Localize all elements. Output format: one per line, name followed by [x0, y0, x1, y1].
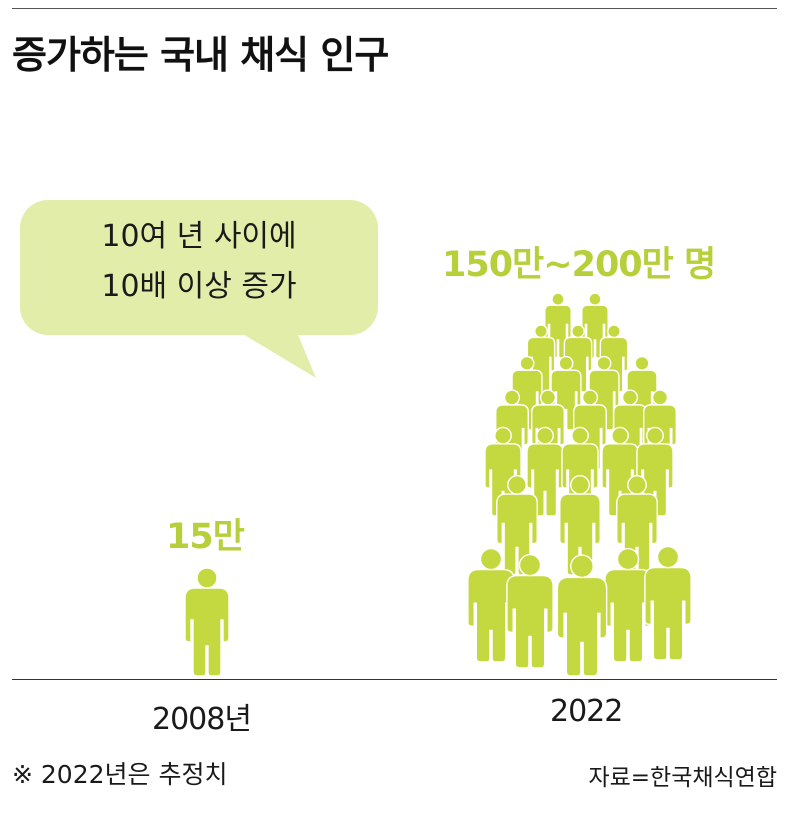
category-label-2008: 2008년	[152, 702, 252, 737]
speech-bubble-text: 10여 년 사이에 10배 이상 증가	[20, 212, 378, 312]
top-rule	[12, 8, 777, 9]
person-figure-2022	[506, 553, 554, 669]
person-figure-2008	[184, 567, 230, 677]
person-figure-2022	[556, 554, 608, 677]
source-credit: 자료=한국채식연합	[588, 765, 777, 791]
speech-bubble	[20, 200, 378, 335]
chart-title: 증가하는 국내 채식 인구	[12, 33, 389, 77]
estimate-note: ※ 2022년은 추정치	[12, 760, 228, 789]
bubble-line-2: 10배 이상 증가	[101, 269, 297, 304]
category-label-2022: 2022	[550, 694, 623, 729]
value-label-2008: 15만	[166, 517, 245, 557]
person-figure-2022	[559, 474, 601, 576]
person-figure-2022	[467, 547, 515, 663]
person-figure-2022	[644, 545, 692, 661]
bubble-line-1: 10여 년 사이에	[101, 219, 297, 254]
x-axis-line	[12, 679, 777, 680]
value-label-2022: 150만~200만 명	[442, 245, 716, 285]
